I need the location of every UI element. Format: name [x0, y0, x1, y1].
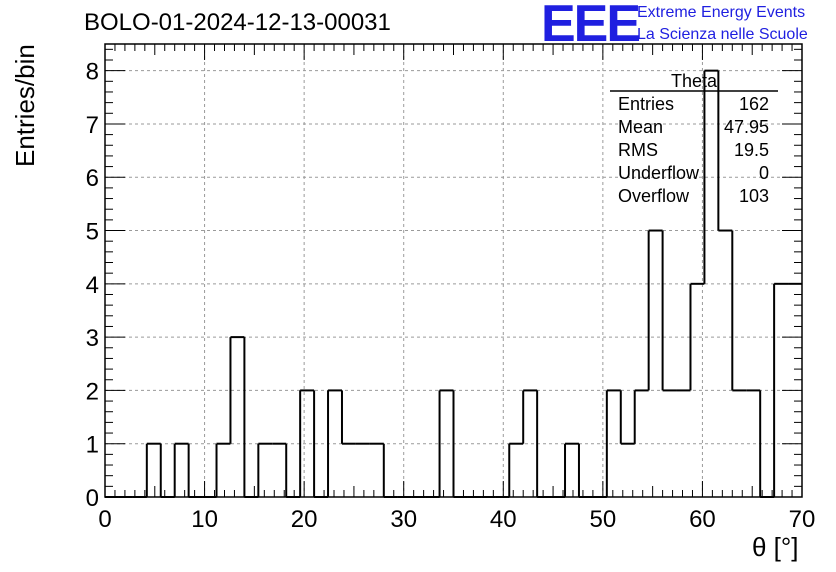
stats-label-rms: RMS [618, 140, 658, 160]
y-tick-label: 8 [86, 59, 99, 86]
axis-ticks: 0 10 20 30 40 50 60 70 0 1 2 3 4 5 6 7 8 [86, 44, 816, 533]
x-tick-label: 60 [689, 506, 716, 533]
x-tick-label: 50 [590, 506, 617, 533]
stats-value-entries: 162 [739, 94, 769, 114]
stats-box: Theta Entries 162 Mean 47.95 RMS 19.5 Underflow… [610, 71, 778, 206]
x-tick-label: 10 [191, 506, 218, 533]
stats-value-mean: 47.95 [724, 117, 769, 137]
stats-label-underflow: Underflow [618, 163, 700, 183]
y-tick-label: 6 [86, 165, 99, 192]
x-tick-label: 40 [490, 506, 517, 533]
y-tick-label: 7 [86, 112, 99, 139]
y-tick-label: 0 [86, 485, 99, 512]
y-axis-label: Entries/bin [10, 44, 40, 167]
y-tick-label: 4 [86, 272, 99, 299]
logo-line-2: La Scienza nelle Scuole [637, 26, 808, 43]
histogram-series [105, 69, 802, 498]
stats-label-entries: Entries [618, 94, 674, 114]
x-tick-label: 0 [98, 506, 111, 533]
logo-line-1: Extreme Energy Events [637, 4, 806, 21]
chart-title: BOLO-01-2024-12-13-00031 [84, 9, 391, 36]
y-tick-label: 3 [86, 325, 99, 352]
stats-label-overflow: Overflow [618, 186, 690, 206]
y-tick-label: 5 [86, 219, 99, 246]
y-tick-label: 2 [86, 378, 99, 405]
x-tick-label: 70 [789, 506, 816, 533]
stats-title: Theta [671, 71, 718, 91]
x-tick-label: 20 [291, 506, 318, 533]
y-tick-label: 1 [86, 432, 99, 459]
x-tick-label: 30 [390, 506, 417, 533]
x-axis-label: θ [°] [752, 532, 799, 562]
eee-logo: EEE [541, 0, 641, 53]
stats-label-mean: Mean [618, 117, 663, 137]
stats-value-overflow: 103 [739, 186, 769, 206]
stats-value-underflow: 0 [759, 163, 769, 183]
stats-value-rms: 19.5 [734, 140, 769, 160]
